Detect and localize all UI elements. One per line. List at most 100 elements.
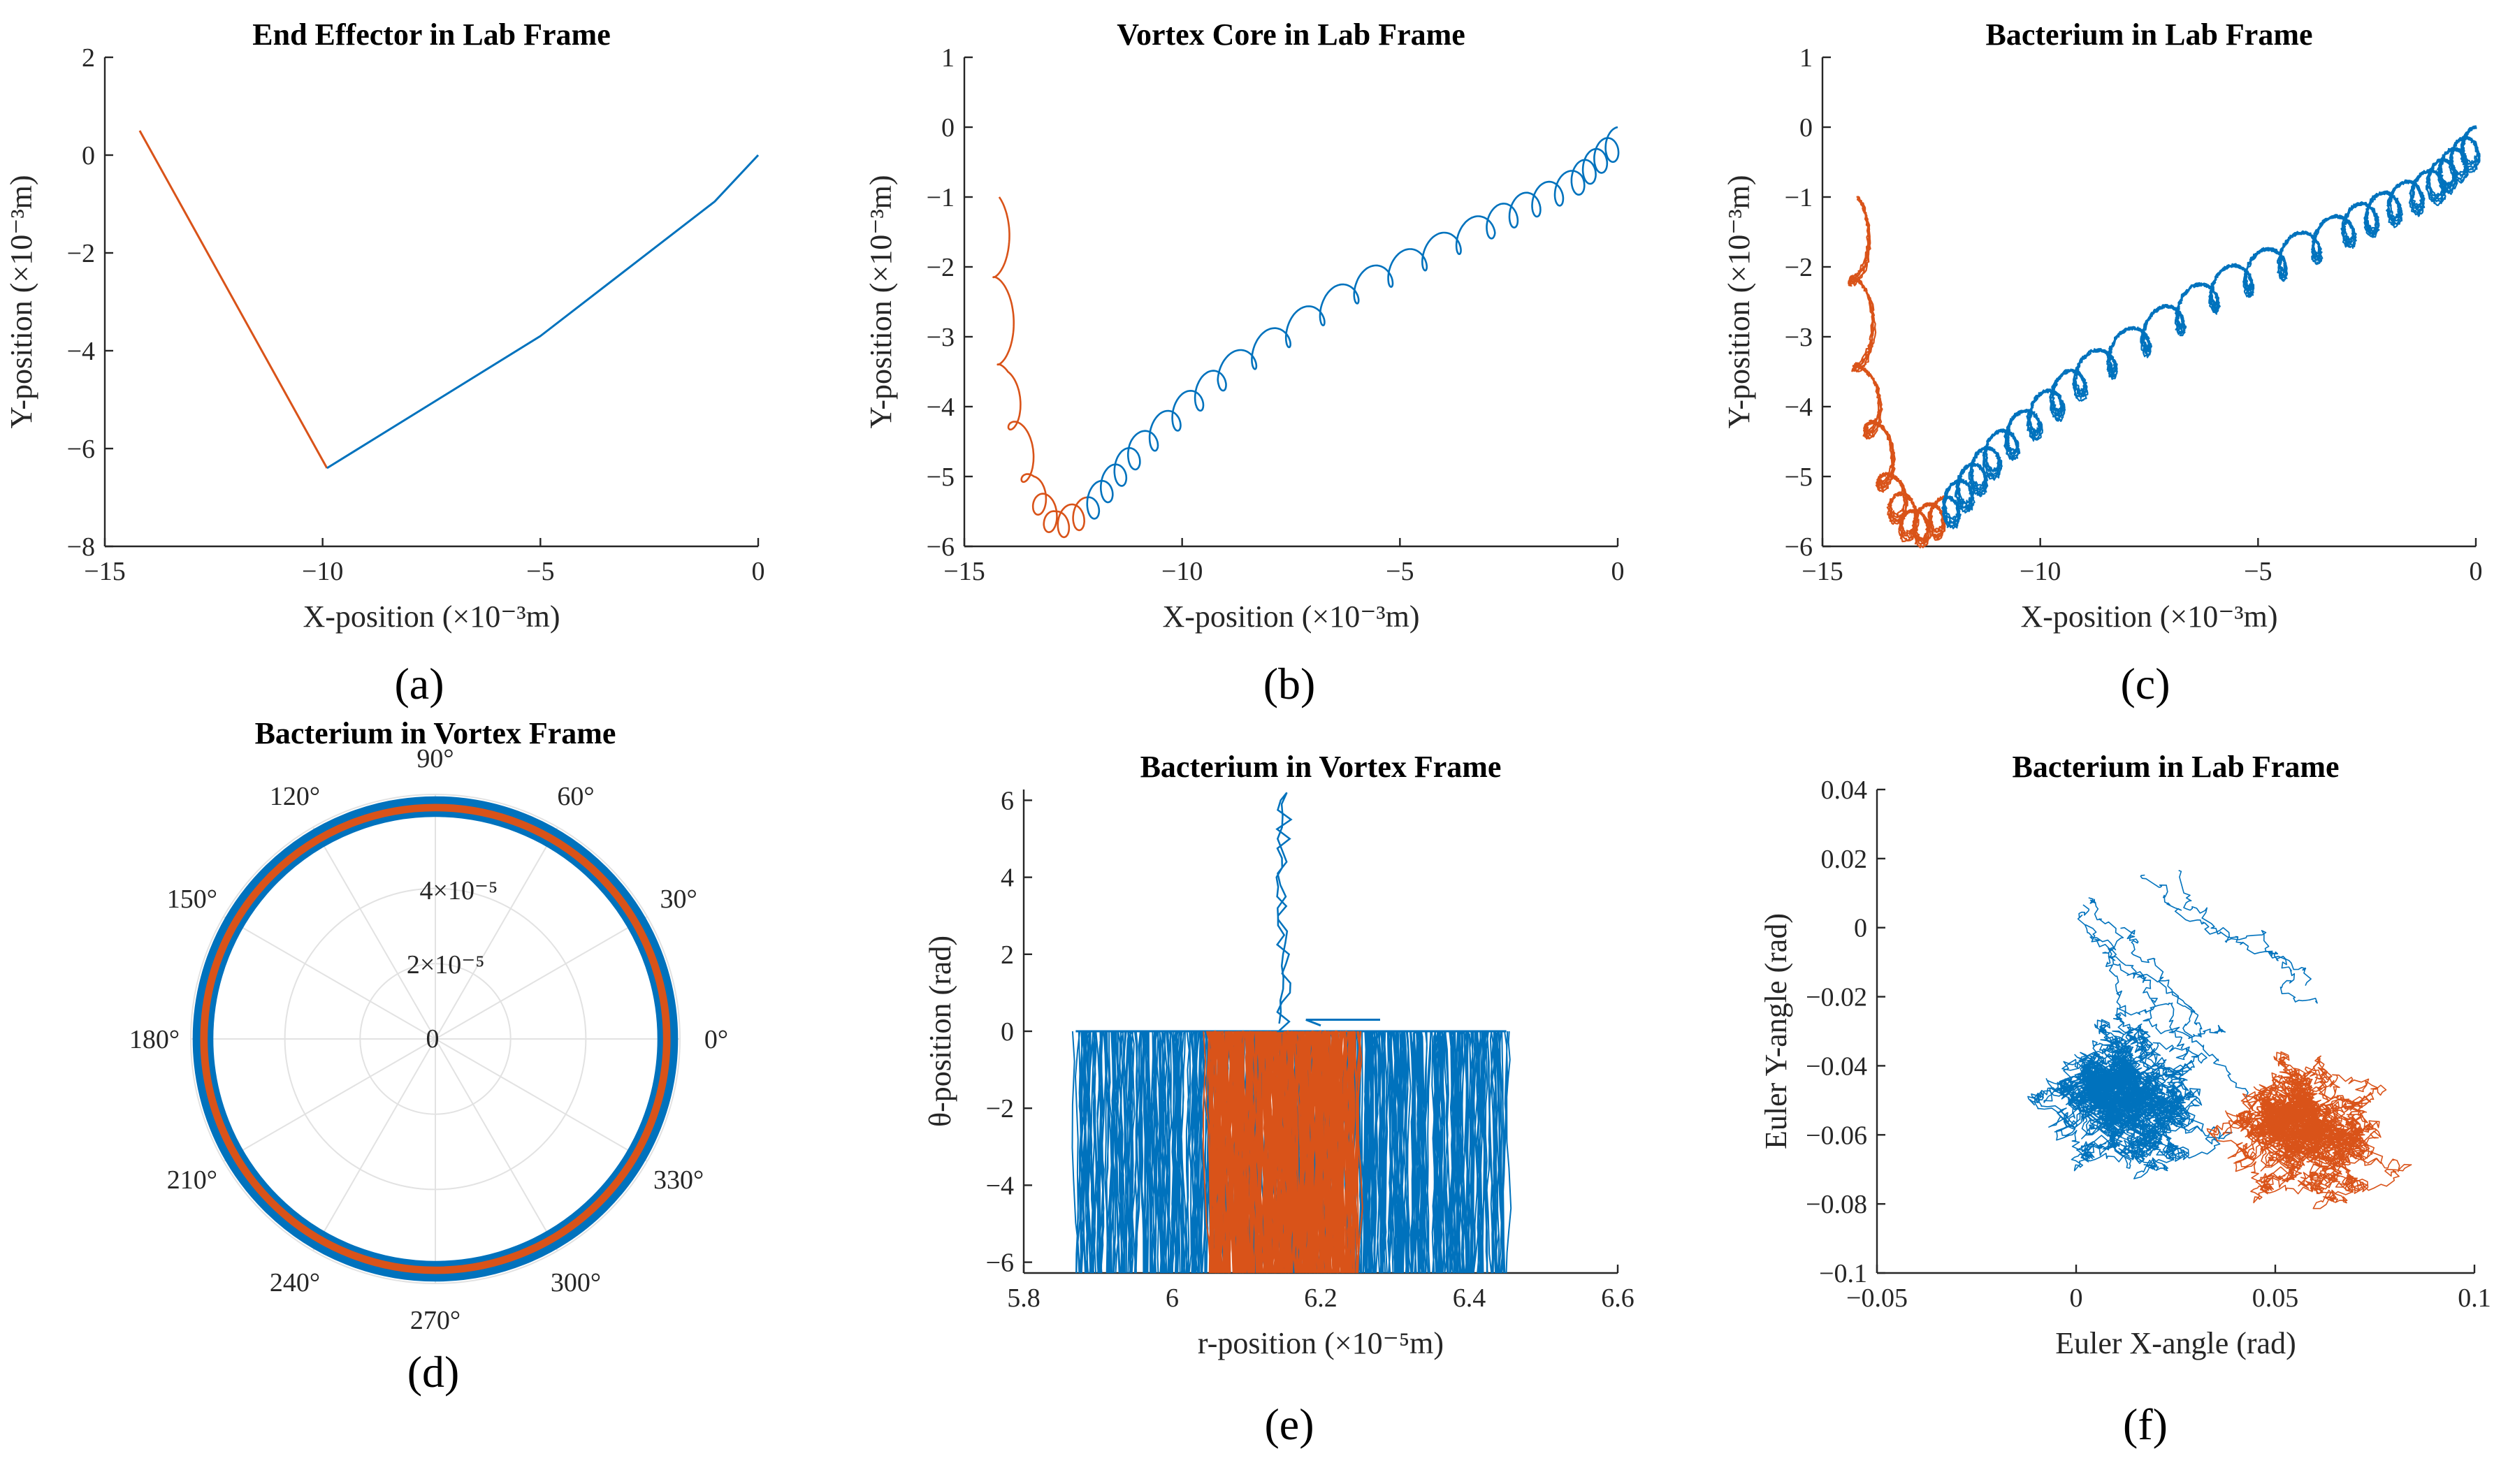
y-tick-label: −5 <box>1785 463 1813 492</box>
panel-label: (b) <box>1263 659 1316 708</box>
x-tick-label: −5 <box>1386 557 1414 586</box>
angle-tick-label: 150° <box>167 885 217 914</box>
x-axis-label: X-position (×10⁻³m) <box>1163 599 1420 634</box>
y-axis-label: Y-position (×10⁻³m) <box>864 175 898 428</box>
angle-tick-label: 240° <box>270 1268 320 1297</box>
y-tick-label: −5 <box>927 463 955 492</box>
y-axis-label: θ-position (rad) <box>923 936 957 1127</box>
x-tick-label: 0.1 <box>2458 1283 2491 1313</box>
x-tick-label: −10 <box>2020 557 2061 586</box>
y-tick-label: 6 <box>1001 786 1014 815</box>
angle-tick-label: 30° <box>660 885 697 914</box>
y-tick-label: 0 <box>82 141 95 170</box>
angle-tick-label: 90° <box>416 744 454 773</box>
angle-tick-label: 120° <box>270 782 320 811</box>
chart-1-plot <box>138 130 760 470</box>
chart-1-axes: End Effector in Lab Frame −15 −10 −5 0 −8 −6 −4… <box>4 17 765 634</box>
x-tick-label: −5 <box>526 557 554 586</box>
series-line-orange <box>138 130 328 469</box>
radial-tick-label: 0 <box>426 1024 440 1054</box>
angle-tick-label: 300° <box>551 1268 601 1297</box>
x-axis-label: r-position (×10⁻⁵m) <box>1198 1326 1444 1360</box>
chart-title: Vortex Core in Lab Frame <box>1117 17 1465 52</box>
x-tick-label: −15 <box>943 557 985 586</box>
angle-tick-label: 210° <box>167 1165 217 1195</box>
panel-label: (d) <box>407 1347 460 1397</box>
chart-title: End Effector in Lab Frame <box>252 17 611 52</box>
y-tick-label: 0.02 <box>1821 845 1868 874</box>
y-tick-label: 0 <box>1001 1017 1014 1047</box>
y-tick-label: 4 <box>1001 864 1014 893</box>
x-tick-label: −15 <box>1802 557 1843 586</box>
y-tick-label: −2 <box>927 253 955 282</box>
y-tick-label: 0 <box>1854 914 1867 943</box>
chart-2-plot <box>992 126 1620 539</box>
y-tick-label: −4 <box>1785 393 1813 422</box>
angular-grid-line <box>312 1038 436 1251</box>
y-tick-label: −2 <box>1785 253 1813 282</box>
x-tick-label: −10 <box>1161 557 1203 586</box>
y-tick-label: −4 <box>67 337 95 366</box>
angular-grid-line <box>223 1038 436 1162</box>
y-tick-label: −0.08 <box>1806 1190 1867 1219</box>
series-hook-blue <box>1305 1018 1380 1027</box>
radial-tick-label: 4×10⁻⁵ <box>420 876 498 905</box>
y-tick-label: −4 <box>927 393 955 422</box>
series-walk-blue-streak <box>2140 874 2312 987</box>
x-axis-label: Euler X-angle (rad) <box>2055 1326 2296 1360</box>
chart-3-axes: Bacterium in Lab Frame−15 −10 −5 0−6−5−4−3−… <box>1722 17 2483 634</box>
angle-tick-label: 180° <box>129 1025 180 1054</box>
y-tick-label: −6 <box>67 435 95 464</box>
y-tick-label: −6 <box>927 532 955 562</box>
angle-tick-label: 0° <box>704 1025 728 1054</box>
angular-grid-line <box>223 916 436 1040</box>
x-axis-label: X-position (×10⁻³m) <box>303 599 560 634</box>
angular-grid-line <box>435 1038 558 1251</box>
y-tick-label: −0.06 <box>1806 1121 1867 1150</box>
chart-4-polar: Bacterium in Vortex Frame 0 2×10⁻⁵ 4×10⁻⁵ 0°… <box>129 716 728 1335</box>
y-tick-label: 0.04 <box>1821 776 1868 805</box>
x-tick-label: 6 <box>1166 1283 1179 1313</box>
chart-6-axes: Bacterium in Lab Frame −0.05 0 0.05 0.1 −0.1 −… <box>1759 750 2491 1360</box>
y-axis-label: Y-position (×10⁻³m) <box>4 175 38 428</box>
x-tick-label: −10 <box>302 557 343 586</box>
x-tick-label: 5.8 <box>1007 1283 1041 1313</box>
series-line-blue <box>1941 125 2481 530</box>
series-line-blue <box>1086 126 1620 520</box>
x-tick-label: −0.05 <box>1846 1283 1908 1313</box>
series-walk-blue-streak <box>2178 870 2318 1004</box>
chart-5-plot <box>1071 792 1512 1274</box>
y-tick-label: 2 <box>1001 940 1014 970</box>
radial-tick-label: 2×10⁻⁵ <box>407 950 485 980</box>
angular-grid-line <box>435 1038 648 1162</box>
x-tick-label: 6.2 <box>1304 1283 1338 1313</box>
x-axis-label: X-position (×10⁻³m) <box>2021 599 2278 634</box>
chart-5-axes: Bacterium in Vortex Frame 5.8 6 6.2 6.4 6.6 −6… <box>923 750 1634 1360</box>
chart-title: Bacterium in Vortex Frame <box>255 716 616 750</box>
y-tick-label: 2 <box>82 43 95 73</box>
y-tick-label: −0.04 <box>1806 1052 1867 1081</box>
angle-tick-label: 60° <box>557 782 594 811</box>
panel-label: (c) <box>2120 659 2170 708</box>
y-tick-label: −6 <box>1785 532 1813 562</box>
polar-ring-orange <box>200 803 671 1274</box>
y-tick-label: −2 <box>986 1094 1014 1123</box>
series-line-orange <box>1848 196 1947 548</box>
x-tick-label: 0 <box>752 557 765 586</box>
x-tick-label: −5 <box>2244 557 2272 586</box>
angular-grid-line <box>435 916 648 1040</box>
y-tick-label: 1 <box>941 43 955 73</box>
y-tick-label: −4 <box>986 1171 1014 1200</box>
series-spike-blue <box>1275 792 1293 1033</box>
x-tick-label: 0 <box>2470 557 2483 586</box>
panel-label: (f) <box>2123 1399 2168 1449</box>
chart-6-plot <box>2027 870 2412 1209</box>
series-walk-blue-streak <box>2077 904 2226 1038</box>
x-tick-label: 6.6 <box>1601 1283 1634 1313</box>
x-tick-label: 6.4 <box>1453 1283 1486 1313</box>
y-tick-label: −3 <box>927 323 955 352</box>
chart-3-plot <box>1848 125 2481 548</box>
y-tick-label: −3 <box>1785 323 1813 352</box>
y-tick-label: 0 <box>1799 113 1813 143</box>
